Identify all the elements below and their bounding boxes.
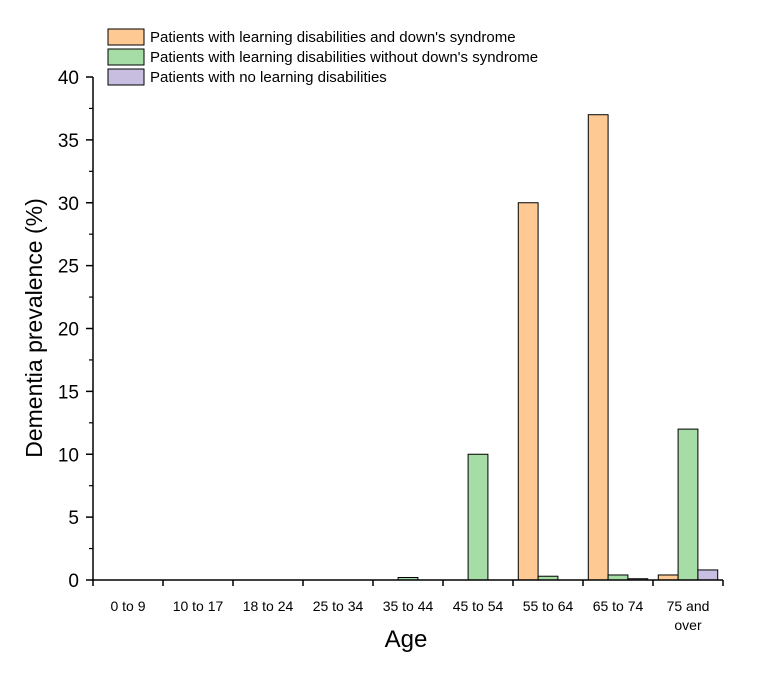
x-tick-label: 45 to 54 (453, 598, 504, 614)
y-tick-label: 5 (68, 508, 79, 529)
legend-label-2: Patients with learning disabilities with… (150, 49, 538, 66)
x-tick-label: 65 to 74 (593, 598, 644, 614)
bar-series-1-cat-9 (657, 574, 679, 581)
y-tick-label: 20 (58, 320, 79, 341)
x-tick-label: 25 to 34 (313, 598, 364, 614)
bar-series-1-cat-8 (587, 114, 609, 581)
x-tick-label: 55 to 64 (523, 598, 574, 614)
y-tick-label: 10 (58, 445, 79, 466)
x-tick-label: 18 to 24 (243, 598, 294, 614)
x-axis-title: Age (385, 626, 428, 653)
legend-swatch-1 (107, 28, 145, 46)
legend-swatch-2 (107, 48, 145, 66)
y-axis-ticks: 0 5 10 15 20 25 30 35 40 (58, 68, 93, 592)
x-tick-label: over (674, 617, 702, 633)
x-axis-ticks: 0 to 9 10 to 17 18 to 24 25 to 34 35 to 44 45… (92, 580, 724, 633)
y-tick-label: 40 (58, 68, 79, 89)
x-tick-label: 75 and (667, 598, 710, 614)
y-tick-label: 25 (58, 257, 79, 278)
bar-series-2-cat-8 (607, 574, 629, 581)
legend-label-1: Patients with learning disabilities and … (150, 29, 516, 46)
x-tick-label: 0 to 9 (110, 598, 145, 614)
bar-series-3-cat-9 (697, 569, 719, 581)
y-tick-label: 35 (58, 131, 79, 152)
x-tick-label: 10 to 17 (173, 598, 224, 614)
y-tick-label: 30 (58, 194, 79, 215)
legend-swatch-3 (107, 68, 145, 86)
y-axis-title: Dementia prevalence (%) (21, 198, 47, 458)
y-tick-label: 15 (58, 382, 79, 403)
bar-series-2-cat-6 (467, 453, 489, 581)
bar-series-1-cat-7 (517, 202, 539, 581)
y-tick-label: 0 (68, 571, 79, 592)
x-tick-label: 35 to 44 (383, 598, 434, 614)
bar-group (397, 114, 719, 581)
legend-label-3: Patients with no learning disabilities (150, 69, 387, 86)
bar-series-2-cat-9 (677, 428, 699, 581)
legend: Patients with learning disabilities and … (107, 28, 538, 86)
